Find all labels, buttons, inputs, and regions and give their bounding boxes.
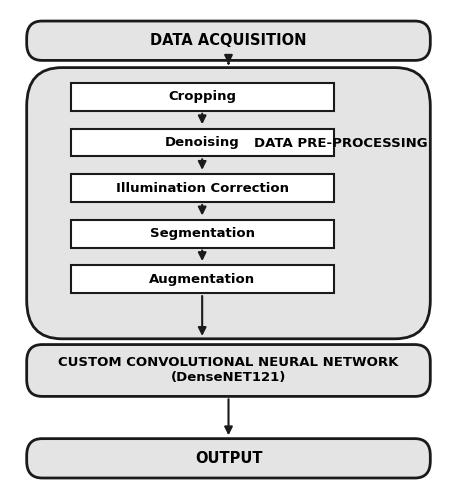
FancyBboxPatch shape <box>70 128 334 156</box>
Text: DATA ACQUISITION: DATA ACQUISITION <box>150 33 307 48</box>
Text: Denoising: Denoising <box>165 136 239 149</box>
FancyBboxPatch shape <box>70 220 334 248</box>
FancyBboxPatch shape <box>70 174 334 202</box>
FancyBboxPatch shape <box>70 266 334 293</box>
FancyBboxPatch shape <box>27 68 430 339</box>
Text: OUTPUT: OUTPUT <box>195 451 262 466</box>
FancyBboxPatch shape <box>27 344 430 397</box>
FancyBboxPatch shape <box>27 21 430 60</box>
Text: Segmentation: Segmentation <box>150 227 255 240</box>
Text: CUSTOM CONVOLUTIONAL NEURAL NETWORK
(DenseNET121): CUSTOM CONVOLUTIONAL NEURAL NETWORK (Den… <box>58 356 399 384</box>
FancyBboxPatch shape <box>27 438 430 478</box>
Text: DATA PRE-PROCESSING: DATA PRE-PROCESSING <box>255 137 428 150</box>
FancyBboxPatch shape <box>70 83 334 111</box>
Text: Augmentation: Augmentation <box>149 273 255 286</box>
Text: Cropping: Cropping <box>168 90 236 104</box>
Text: Illumination Correction: Illumination Correction <box>116 182 289 194</box>
